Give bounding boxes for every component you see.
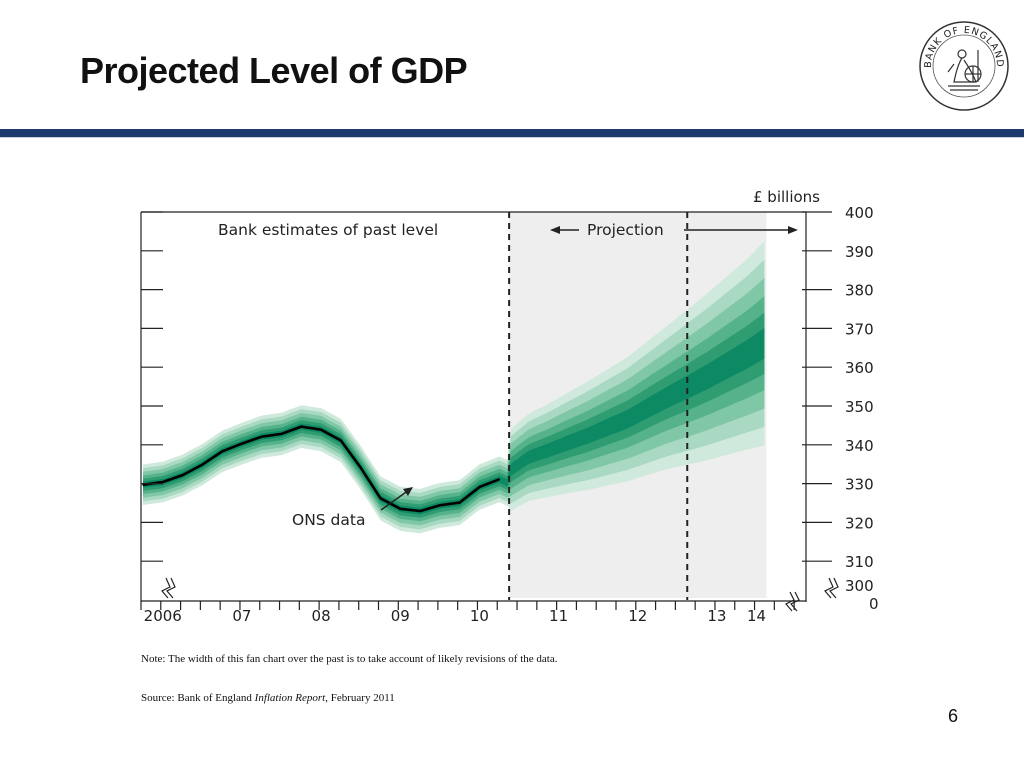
axis-break-right	[824, 577, 839, 599]
ons-data-point	[439, 504, 441, 507]
page-number: 6	[948, 706, 959, 726]
ons-data-point	[260, 435, 263, 438]
projection-arrow	[550, 226, 798, 234]
x-tick-label: 11	[549, 607, 568, 625]
y-bottom-label-0: 0	[869, 595, 879, 613]
ons-data-point	[280, 433, 283, 435]
x-tick-label: 09	[391, 607, 410, 625]
ons-data-point	[300, 425, 303, 428]
chart-source: Source: Bank of England Inflation Report…	[141, 692, 395, 704]
past-level-label: Bank estimates of past level	[218, 221, 438, 239]
chart-note: Note: The width of this fan chart over t…	[141, 653, 558, 665]
ons-data-point	[241, 442, 243, 445]
ons-data-point	[320, 428, 322, 431]
ons-data-point	[478, 486, 481, 488]
ons-data-point	[419, 510, 421, 512]
y-tick-label: 390	[845, 243, 874, 261]
source-publication: Inflation Report	[254, 692, 326, 704]
x-tick-label: 2006	[144, 607, 182, 625]
x-tick-label: 10	[470, 607, 489, 625]
ons-data-point	[379, 497, 382, 500]
ons-data-point	[221, 450, 223, 453]
source-suffix: , February 2011	[325, 692, 395, 704]
title-divider	[0, 129, 1024, 137]
x-tick-label: 07	[232, 607, 251, 625]
title-divider-shadow	[0, 137, 1024, 138]
x-tick-label: 13	[707, 607, 726, 625]
fan-band-6	[143, 327, 765, 515]
y-tick-label: 360	[845, 359, 874, 377]
ons-data-point	[161, 481, 164, 483]
axes: 310 320 330 340 350 360 370 380 390 400 2006 07 08 09…	[140, 204, 874, 625]
ons-data-point	[458, 501, 461, 504]
ons-data-point	[399, 508, 402, 510]
y-tick-label: 370	[845, 320, 874, 338]
bank-of-england-logo: BANK OF ENGLAND	[919, 21, 1009, 111]
slide-title: Projected Level of GDP	[80, 50, 468, 91]
x-tick-label: 12	[628, 607, 647, 625]
fan-bands	[142, 241, 765, 534]
source-prefix: Source: Bank of England	[141, 692, 255, 704]
ons-data-label: ONS data	[292, 511, 365, 529]
y-tick-label: 340	[845, 437, 874, 455]
britannia-figure-icon	[947, 49, 982, 91]
fan-band-3	[143, 277, 765, 526]
ons-data-point	[181, 474, 184, 476]
y-tick-label: 310	[845, 553, 874, 571]
ons-data-point	[201, 463, 204, 466]
y-tick-label: 350	[845, 398, 874, 416]
ons-data-arrow	[380, 487, 413, 511]
ons-data-point	[340, 439, 342, 442]
x-tick-label: 08	[312, 607, 331, 625]
y-axis-unit-label: £ billions	[753, 188, 820, 206]
y-tick-label: 320	[845, 514, 874, 532]
y-tick-label: 380	[845, 282, 874, 300]
y-tick-label: 400	[845, 204, 874, 222]
ons-data-point	[359, 466, 362, 469]
y-bottom-label-300: 300	[845, 577, 874, 595]
gdp-fan-chart: 310 320 330 340 350 360 370 380 390 400 2006 07 08 09…	[140, 188, 879, 625]
ons-data-point	[498, 478, 501, 481]
x-tick-label: 14	[747, 607, 766, 625]
y-tick-label: 330	[845, 476, 874, 494]
axis-break-left	[161, 577, 176, 599]
ons-data-point	[142, 483, 144, 486]
projection-label: Projection	[587, 221, 664, 239]
